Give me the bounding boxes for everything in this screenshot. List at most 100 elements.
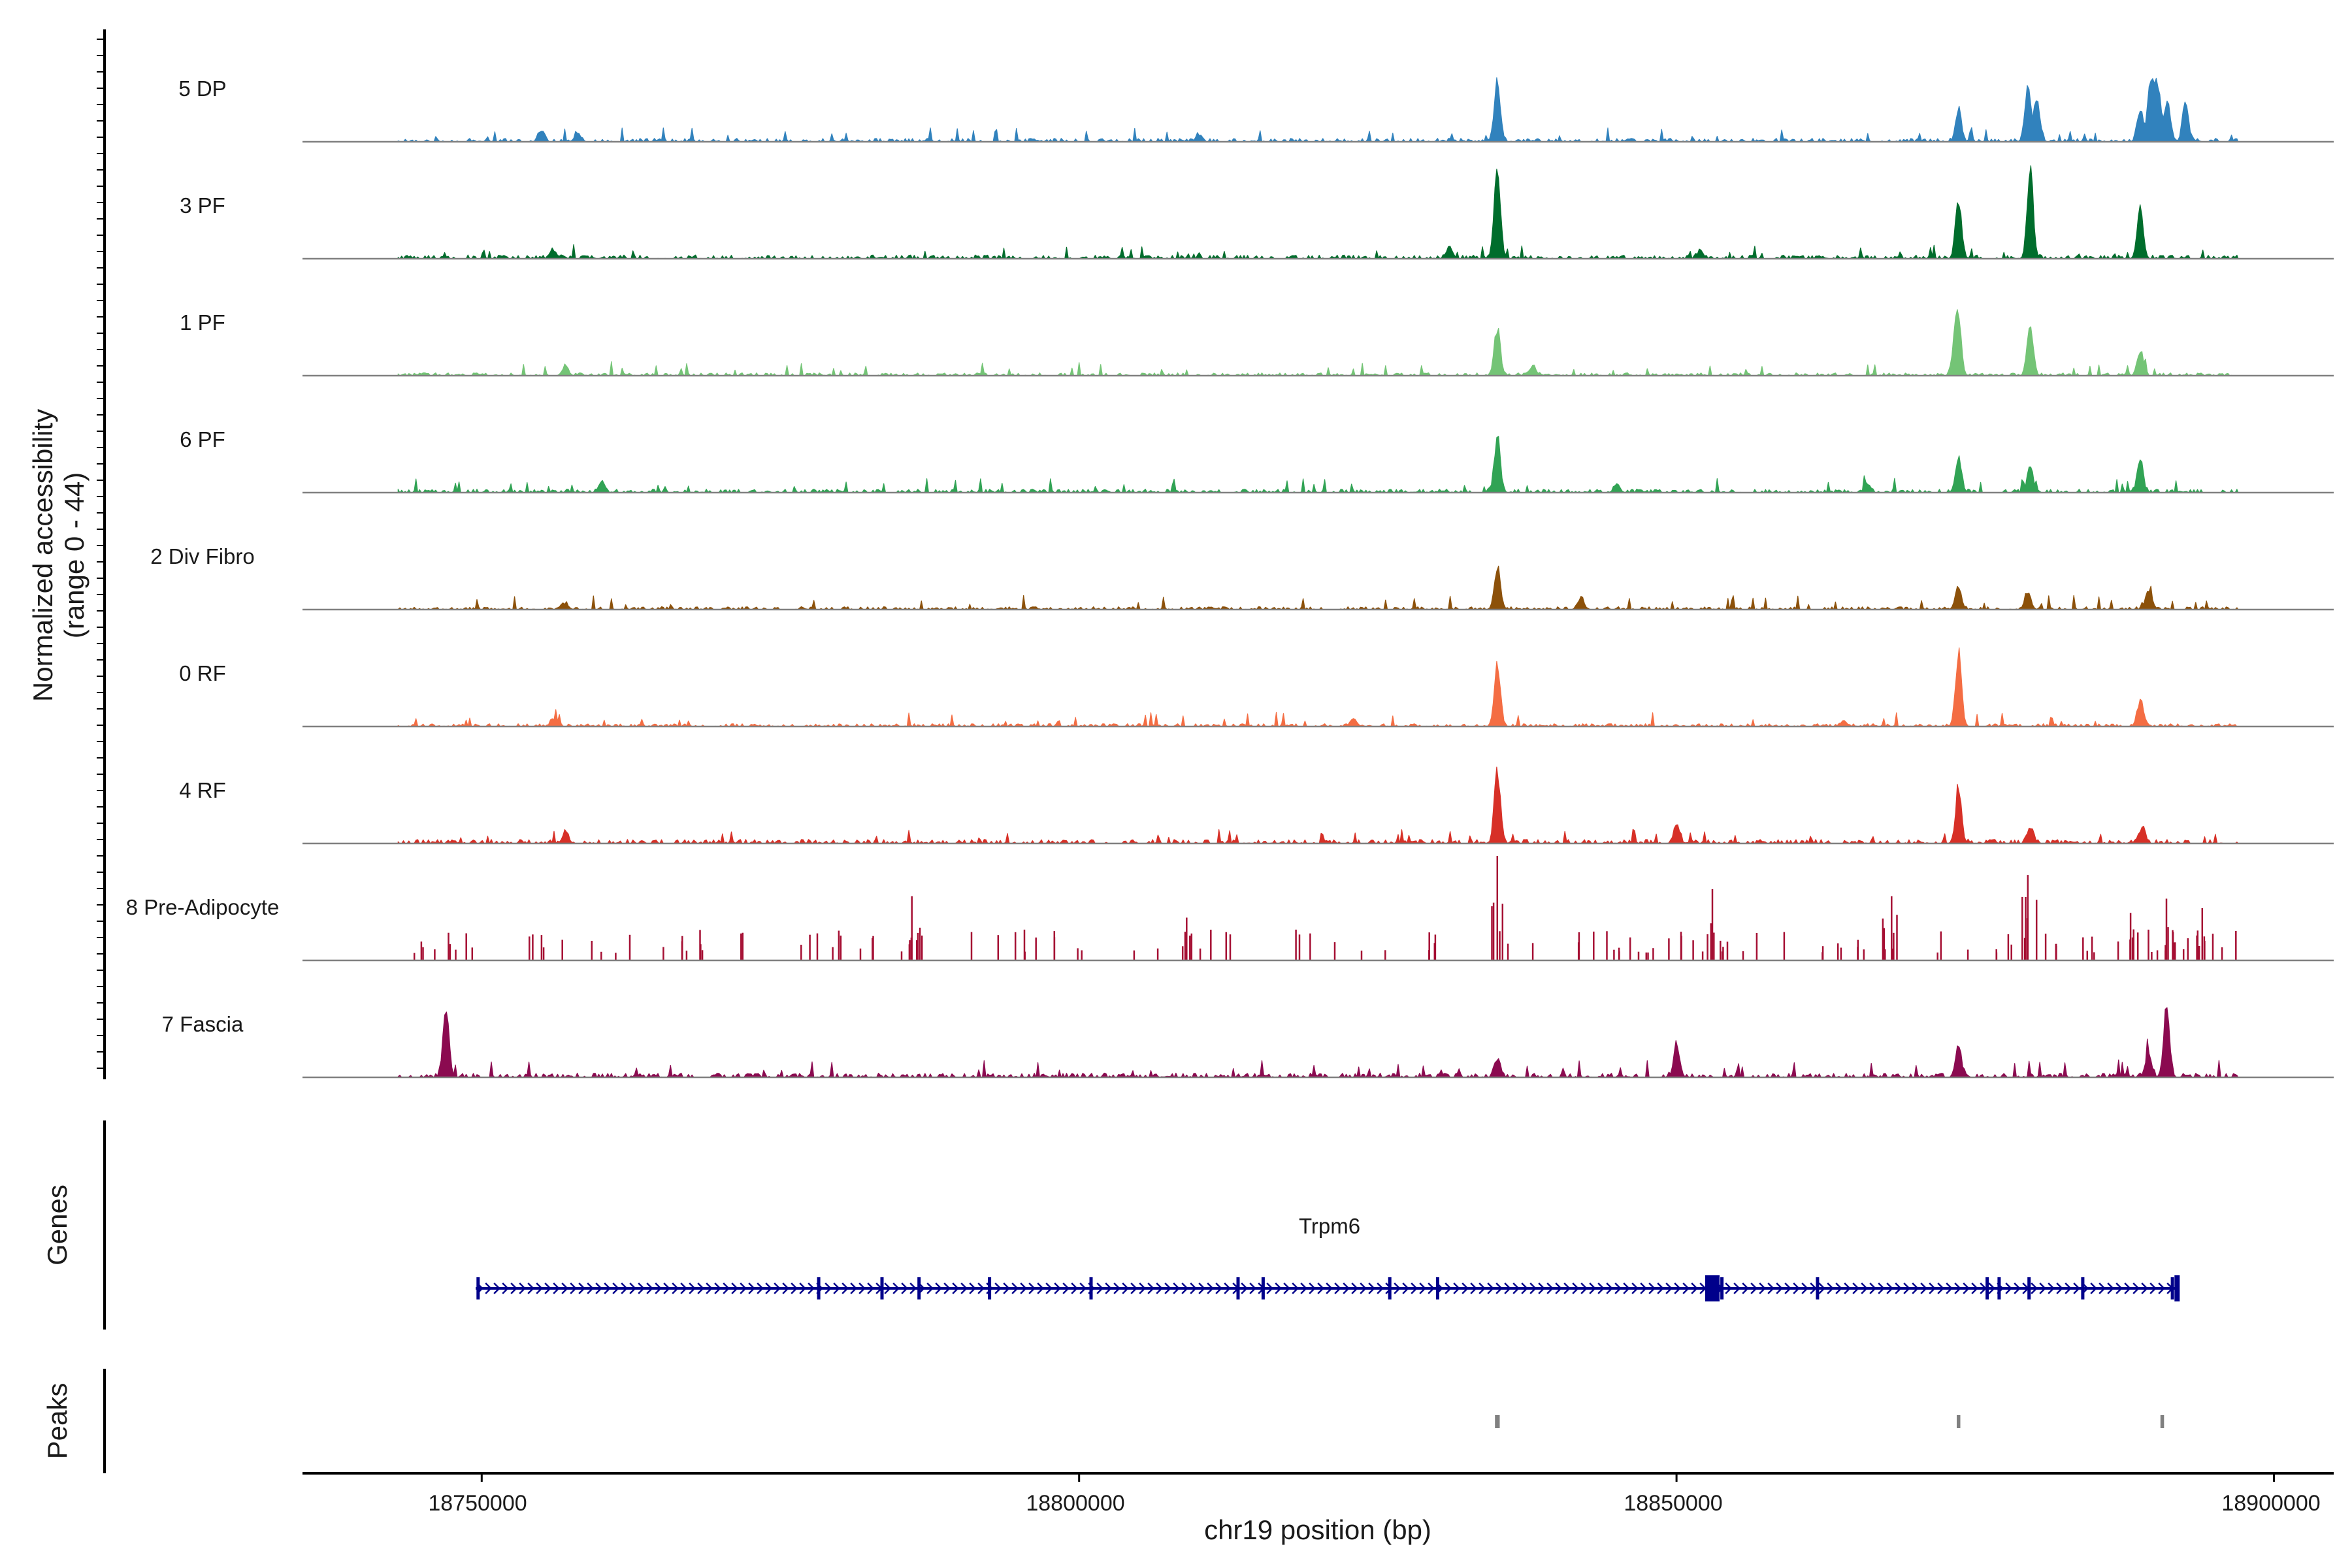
strand-arrow bbox=[1631, 1282, 1639, 1294]
strand-arrow bbox=[884, 1282, 891, 1294]
strand-arrow bbox=[1122, 1282, 1129, 1294]
strand-arrow bbox=[901, 1282, 908, 1294]
strand-arrow bbox=[1954, 1282, 1961, 1294]
exon bbox=[2081, 1277, 2085, 1299]
y-axis-ticks bbox=[97, 39, 105, 1069]
x-tick-label: 18850000 bbox=[1624, 1491, 1722, 1516]
strand-arrow bbox=[1003, 1282, 1010, 1294]
y-axis-range: (range 0 - 44) bbox=[59, 472, 90, 638]
exon bbox=[2027, 1277, 2031, 1299]
gene-model bbox=[476, 1275, 2180, 1301]
strand-arrow bbox=[1478, 1282, 1486, 1294]
strand-arrow bbox=[1453, 1282, 1460, 1294]
strand-arrow bbox=[757, 1282, 764, 1294]
strand-arrow bbox=[1198, 1282, 1205, 1294]
strand-arrow bbox=[858, 1282, 866, 1294]
peaks-panel-title: Peaks bbox=[42, 1383, 73, 1460]
strand-arrow bbox=[629, 1282, 636, 1294]
strand-arrow bbox=[1419, 1282, 1426, 1294]
strand-arrow bbox=[1903, 1282, 1910, 1294]
strand-arrow bbox=[578, 1282, 585, 1294]
strand-arrow bbox=[1580, 1282, 1588, 1294]
strand-arrow bbox=[1682, 1282, 1690, 1294]
strand-arrow bbox=[1428, 1282, 1435, 1294]
strand-arrow bbox=[1504, 1282, 1511, 1294]
strand-arrow bbox=[2115, 1282, 2123, 1294]
strand-arrow bbox=[1538, 1282, 1545, 1294]
coverage-track bbox=[302, 77, 2334, 143]
strand-arrow bbox=[1963, 1282, 1970, 1294]
strand-arrow bbox=[646, 1282, 653, 1294]
coverage-track bbox=[302, 856, 2334, 962]
coverage-tracks bbox=[302, 77, 2334, 1079]
strand-arrow bbox=[1606, 1282, 1613, 1294]
strand-arrow bbox=[1937, 1282, 1944, 1294]
exon bbox=[2174, 1275, 2180, 1301]
exon bbox=[1236, 1277, 1240, 1299]
strand-arrow bbox=[493, 1282, 500, 1294]
strand-arrow bbox=[1283, 1282, 1290, 1294]
strand-arrow bbox=[799, 1282, 806, 1294]
coverage-track bbox=[302, 647, 2334, 728]
strand-arrow bbox=[2065, 1282, 2072, 1294]
strand-arrow bbox=[519, 1282, 526, 1294]
strand-arrow bbox=[1597, 1282, 1605, 1294]
gene-models bbox=[476, 1275, 2180, 1301]
strand-arrow bbox=[502, 1282, 509, 1294]
strand-arrow bbox=[1368, 1282, 1375, 1294]
strand-arrow bbox=[2039, 1282, 2046, 1294]
strand-arrow bbox=[1317, 1282, 1324, 1294]
strand-arrow bbox=[1249, 1282, 1256, 1294]
strand-arrow bbox=[952, 1282, 959, 1294]
strand-arrow bbox=[1181, 1282, 1188, 1294]
peak-region bbox=[2160, 1415, 2164, 1428]
strand-arrow bbox=[782, 1282, 789, 1294]
strand-arrow bbox=[1674, 1282, 1681, 1294]
strand-arrow bbox=[527, 1282, 534, 1294]
strand-arrow bbox=[2056, 1282, 2063, 1294]
strand-arrow bbox=[1470, 1282, 1477, 1294]
strand-arrow bbox=[1113, 1282, 1120, 1294]
strand-arrow bbox=[969, 1282, 976, 1294]
strand-arrow bbox=[1725, 1282, 1732, 1294]
strand-arrow bbox=[1402, 1282, 1409, 1294]
gene-name-label: Trpm6 bbox=[1299, 1214, 1360, 1238]
coverage-track bbox=[302, 309, 2334, 377]
strand-arrow bbox=[926, 1282, 934, 1294]
strand-arrow bbox=[1852, 1282, 1859, 1294]
strand-arrow bbox=[1300, 1282, 1307, 1294]
strand-arrow bbox=[1037, 1282, 1044, 1294]
strand-arrow bbox=[1020, 1282, 1027, 1294]
coverage-track bbox=[302, 165, 2334, 260]
exon bbox=[1816, 1277, 1820, 1299]
strand-arrow bbox=[1394, 1282, 1401, 1294]
strand-arrow bbox=[2031, 1282, 2038, 1294]
strand-arrow bbox=[1818, 1282, 1825, 1294]
strand-arrow bbox=[1946, 1282, 1953, 1294]
strand-arrow bbox=[1309, 1282, 1316, 1294]
strand-arrow bbox=[1105, 1282, 1112, 1294]
strand-arrow bbox=[1546, 1282, 1554, 1294]
strand-arrow bbox=[1071, 1282, 1078, 1294]
strand-arrow bbox=[740, 1282, 747, 1294]
strand-arrow bbox=[1079, 1282, 1086, 1294]
strand-arrow bbox=[587, 1282, 594, 1294]
strand-arrow bbox=[892, 1282, 900, 1294]
exon bbox=[2170, 1277, 2174, 1299]
strand-arrow bbox=[1011, 1282, 1019, 1294]
strand-arrow bbox=[1156, 1282, 1163, 1294]
strand-arrow bbox=[1343, 1282, 1350, 1294]
strand-arrow bbox=[1190, 1282, 1197, 1294]
strand-arrow bbox=[612, 1282, 619, 1294]
x-axis-title: chr19 position (bp) bbox=[1204, 1514, 1431, 1545]
strand-arrow bbox=[850, 1282, 857, 1294]
strand-arrow bbox=[1411, 1282, 1418, 1294]
strand-arrow bbox=[510, 1282, 517, 1294]
strand-arrow bbox=[1139, 1282, 1146, 1294]
x-tick-label: 18900000 bbox=[2221, 1491, 2320, 1516]
strand-arrow bbox=[1750, 1282, 1757, 1294]
strand-arrow bbox=[1657, 1282, 1664, 1294]
strand-arrow bbox=[1572, 1282, 1579, 1294]
strand-arrow bbox=[943, 1282, 951, 1294]
